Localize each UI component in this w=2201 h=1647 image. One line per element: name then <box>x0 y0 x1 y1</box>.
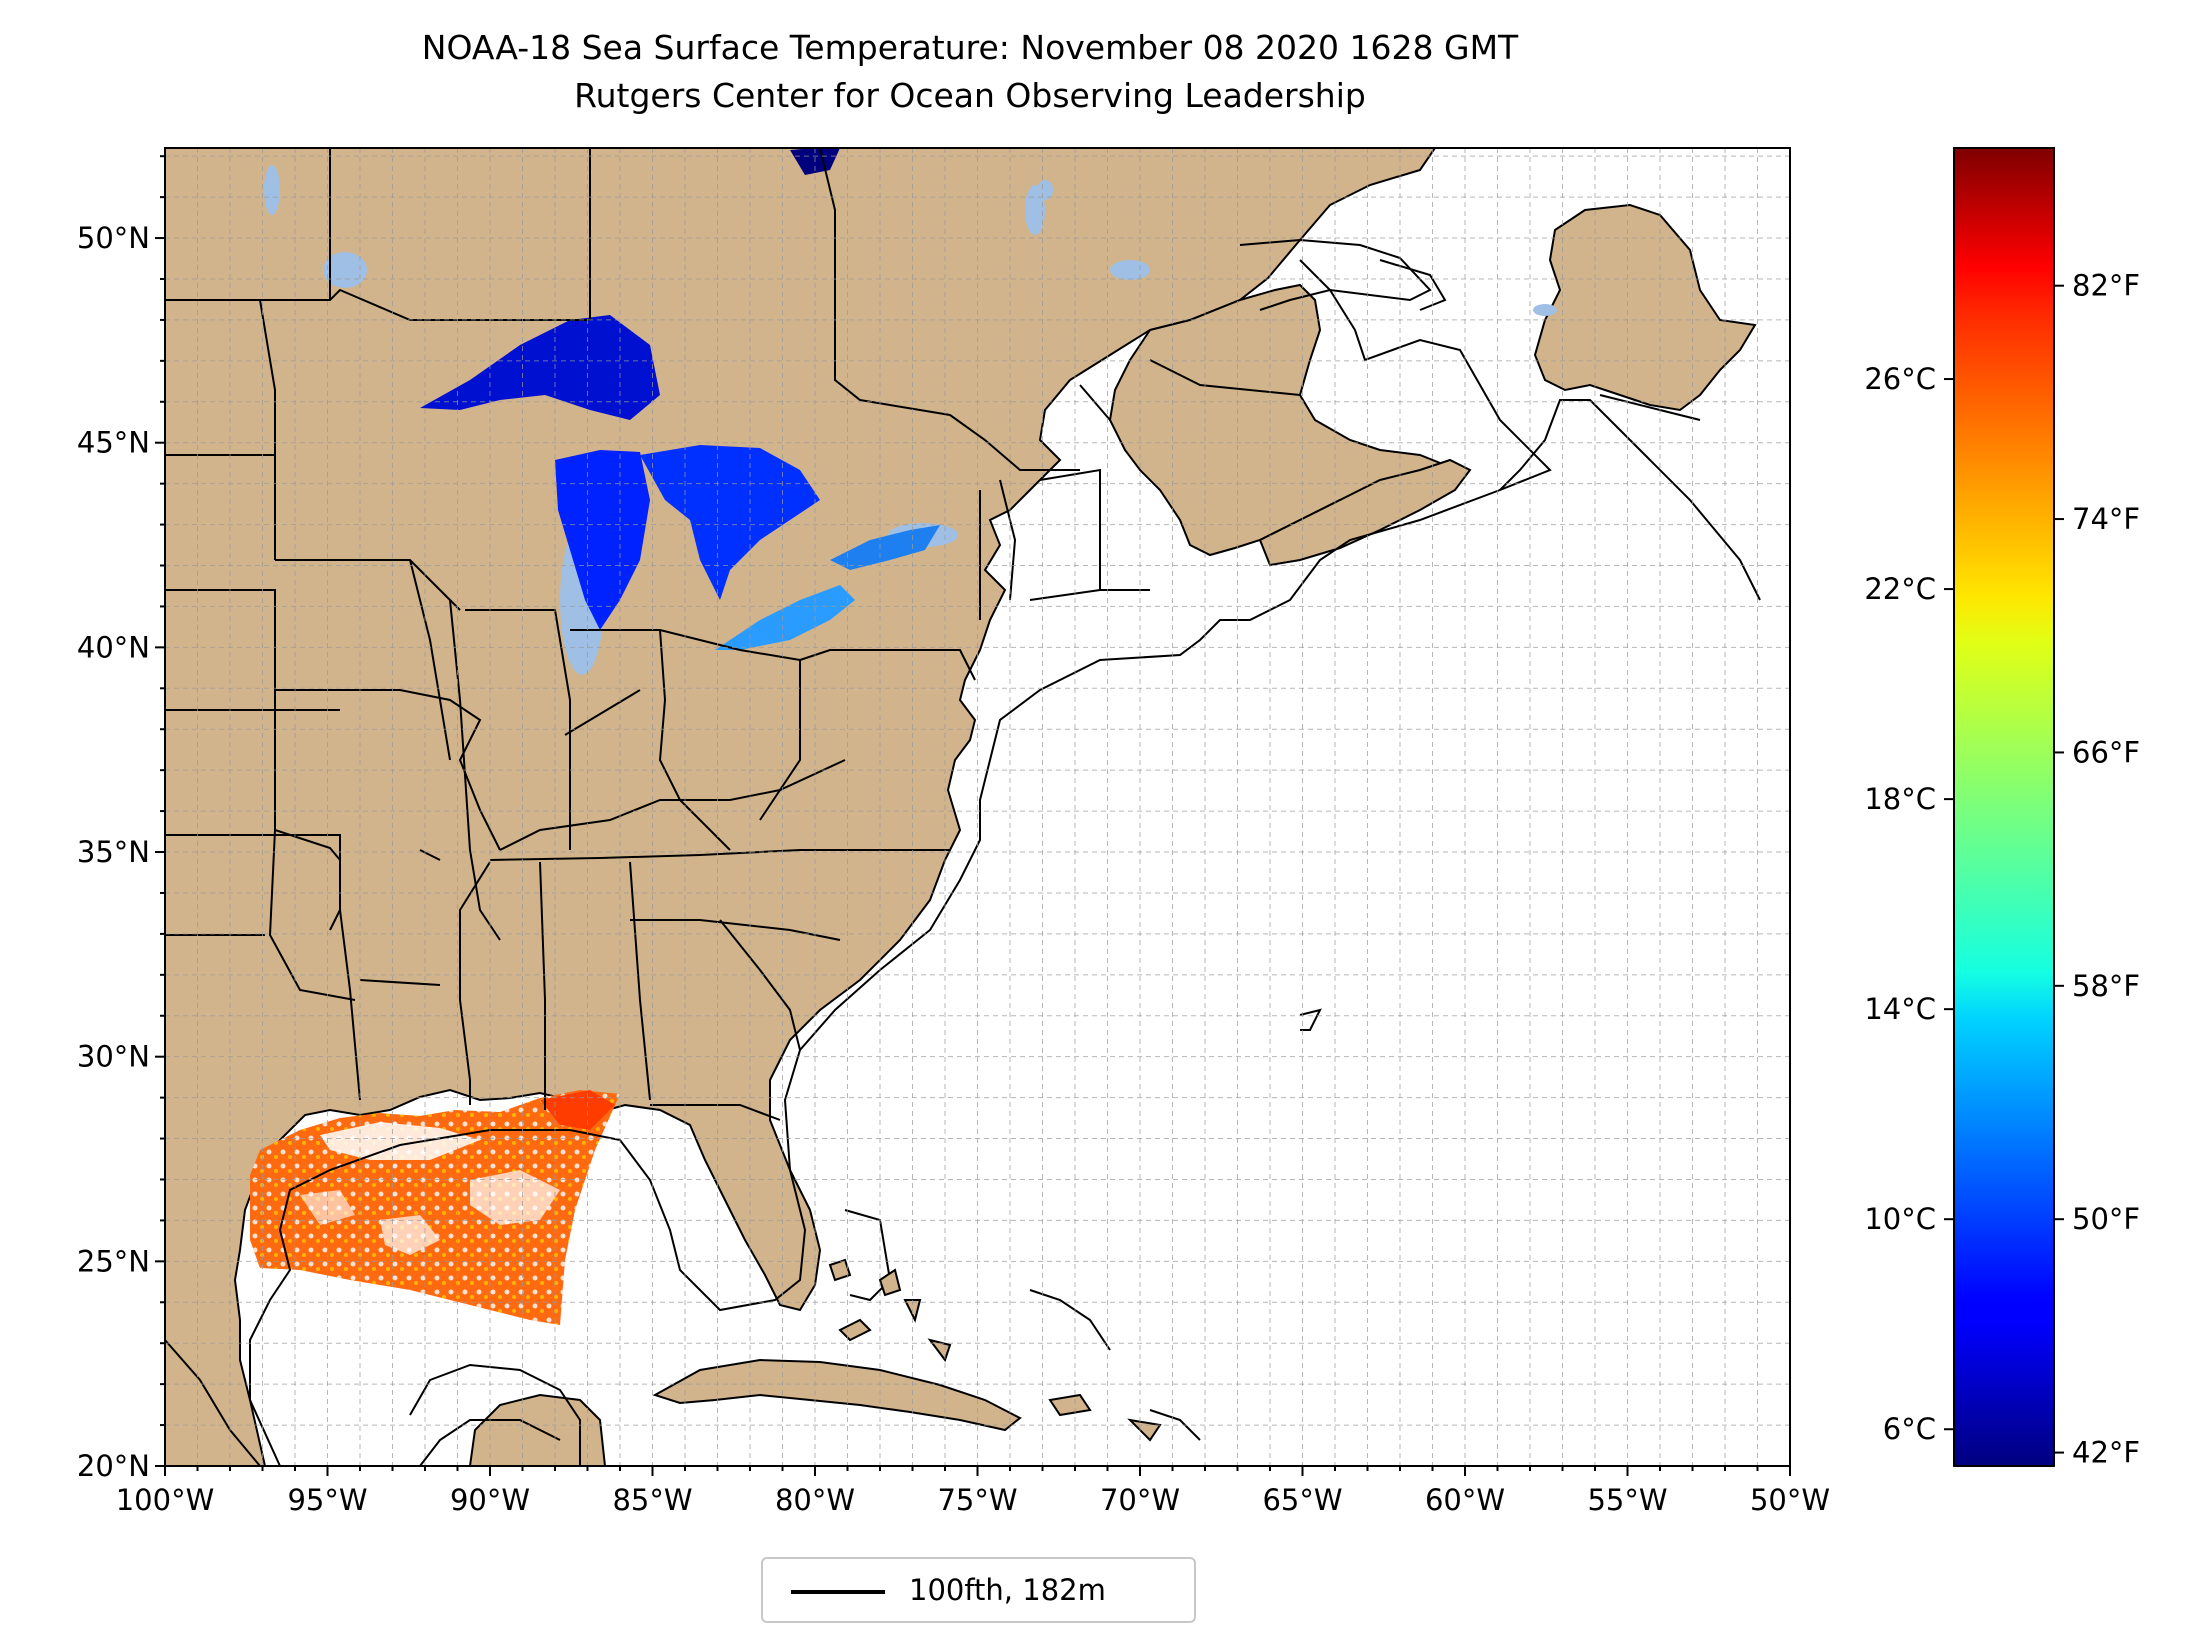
lon-tick-label: 70°W <box>1100 1483 1180 1517</box>
colorbar-fahrenheit-axis: 42°F 50°F 58°F 66°F 74°F 82°F <box>2054 269 2140 1470</box>
colorbar-fahrenheit-label: 42°F <box>2072 1436 2140 1470</box>
lon-tick-label: 60°W <box>1425 1483 1505 1517</box>
colorbar-fahrenheit-label: 66°F <box>2072 735 2140 769</box>
colorbar-fahrenheit-label: 50°F <box>2072 1202 2140 1236</box>
legend-line-swatch <box>791 1590 885 1594</box>
lat-tick-label: 45°N <box>77 426 150 460</box>
lon-tick-label: 50°W <box>1750 1483 1830 1517</box>
colorbar-fahrenheit-label: 58°F <box>2072 969 2140 1003</box>
lon-tick-label: 65°W <box>1262 1483 1342 1517</box>
colorbar <box>1953 147 2055 1467</box>
lon-tick-label: 55°W <box>1587 1483 1667 1517</box>
land-cuba <box>652 1358 1022 1432</box>
land-north-america <box>165 148 1437 1466</box>
lat-tick-label: 20°N <box>77 1449 150 1483</box>
lat-tick-label: 40°N <box>77 630 150 664</box>
lat-axis: 20°N 25°N 30°N 35°N 40°N 45°N 50°N <box>77 155 165 1483</box>
land-nova-scotia <box>1258 458 1472 567</box>
gridlines <box>165 148 1790 1466</box>
colorbar-fahrenheit-label: 82°F <box>2072 269 2140 303</box>
map-title: NOAA-18 Sea Surface Temperature: Novembe… <box>421 28 1519 67</box>
lat-tick-label: 35°N <box>77 835 150 869</box>
colorbar-celsius-axis: 6°C 10°C 14°C 18°C 22°C 26°C <box>1864 362 1954 1446</box>
colorbar-celsius-label: 10°C <box>1864 1202 1936 1236</box>
land-central-america <box>165 1338 262 1466</box>
legend-label: 100fth, 182m <box>909 1573 1106 1607</box>
land-newfoundland <box>1533 203 1757 412</box>
land-yucatan <box>468 1393 607 1466</box>
lon-tick-label: 90°W <box>450 1483 530 1517</box>
gulf-sst-swath <box>250 1090 620 1325</box>
legend: 100fth, 182m <box>761 1557 1196 1623</box>
colorbar-celsius-label: 14°C <box>1864 992 1936 1026</box>
colorbar-fahrenheit-label: 74°F <box>2072 502 2140 536</box>
lat-tick-label: 25°N <box>77 1244 150 1278</box>
lake-sst-data <box>420 148 940 650</box>
colorbar-celsius-label: 26°C <box>1864 362 1936 396</box>
lon-tick-label: 85°W <box>612 1483 692 1517</box>
map-subtitle: Rutgers Center for Ocean Observing Leade… <box>574 76 1366 115</box>
lon-tick-label: 100°W <box>116 1483 215 1517</box>
lat-tick-label: 50°N <box>77 221 150 255</box>
lat-tick-label: 30°N <box>77 1040 150 1074</box>
colorbar-celsius-label: 22°C <box>1864 572 1936 606</box>
lon-tick-label: 75°W <box>937 1483 1017 1517</box>
lon-tick-label: 95°W <box>287 1483 367 1517</box>
lon-axis: 100°W 95°W 90°W 85°W 80°W 75°W 70°W 65°W 60°W 55°… <box>116 1466 1830 1517</box>
colorbar-celsius-label: 18°C <box>1864 782 1936 816</box>
colorbar-celsius-label: 6°C <box>1883 1412 1936 1446</box>
lon-tick-label: 80°W <box>775 1483 855 1517</box>
